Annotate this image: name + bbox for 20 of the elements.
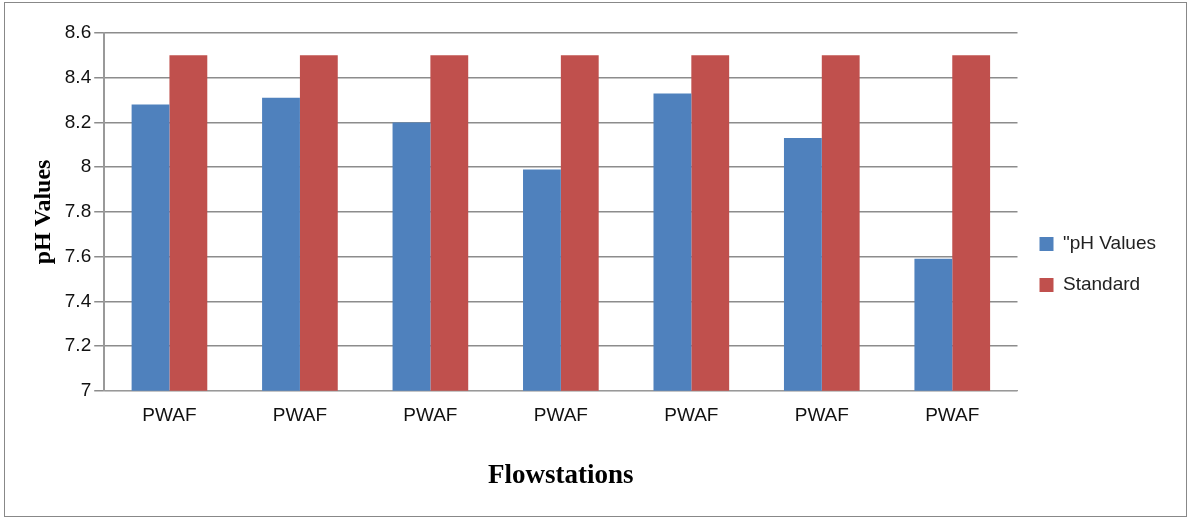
x-axis-title: Flowstations [488,458,634,489]
legend-label: "pH Values [1063,232,1156,254]
x-tick-label: PWAF [794,404,849,426]
x-tick-label: PWAF [272,404,328,426]
x-tick-label: PWAF [533,404,588,426]
y-tick-label: 8.6 [64,21,92,43]
y-tick-label: 7.4 [64,289,92,311]
x-tick-label: PWAF [142,404,197,426]
x-tick-label: PWAF [925,404,980,426]
y-tick-label: 7.6 [64,244,92,266]
y-tick-label: 7 [80,379,92,401]
legend-label: Standard [1063,273,1141,295]
x-tick-label: PWAF [664,404,719,426]
x-tick-label: PWAF [403,404,458,426]
y-tick-label: 8.4 [64,65,92,87]
y-tick-label: 7.2 [64,334,92,356]
y-tick-label: 8 [80,155,92,177]
y-axis-title: pH Values [28,159,55,265]
y-tick-label: 7.8 [64,200,92,222]
y-tick-label: 8.2 [64,110,92,132]
